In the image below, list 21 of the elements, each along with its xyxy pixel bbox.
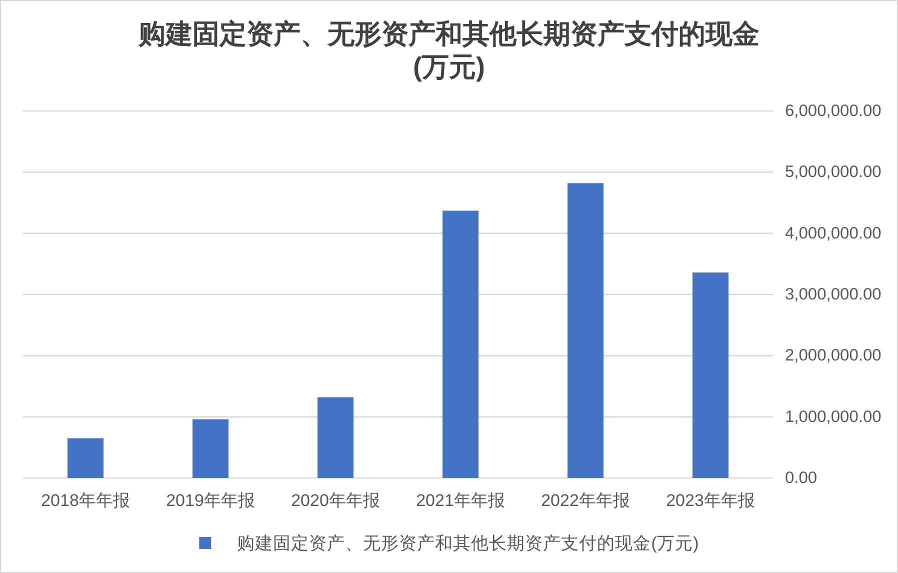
bar <box>568 183 604 478</box>
y-tick-label: 6,000,000.00 <box>785 102 882 120</box>
bar <box>192 419 228 478</box>
y-tick-label: 1,000,000.00 <box>785 408 882 426</box>
bar <box>692 272 728 478</box>
x-tick-label: 2020年年报 <box>291 491 380 510</box>
y-tick-label: 3,000,000.00 <box>785 286 882 304</box>
x-tick-label: 2022年年报 <box>541 491 630 510</box>
bar <box>318 397 354 478</box>
y-tick-label: 5,000,000.00 <box>785 163 882 182</box>
x-tick-label: 2023年年报 <box>666 491 755 510</box>
bar <box>442 210 478 478</box>
x-tick-label: 2019年年报 <box>166 491 255 510</box>
bar <box>68 438 104 478</box>
x-tick-label: 2021年年报 <box>416 491 505 510</box>
y-tick-label: 4,000,000.00 <box>785 224 882 242</box>
legend: 购建固定资产、无形资产和其他长期资产支付的现金(万元) <box>199 533 699 553</box>
x-tick-label: 2018年年报 <box>41 491 130 510</box>
y-tick-label: 0.00 <box>785 469 818 487</box>
title: 购建固定资产、无形资产和其他长期资产支付的现金(万元) <box>138 19 760 82</box>
y-tick-label: 2,000,000.00 <box>785 346 882 365</box>
